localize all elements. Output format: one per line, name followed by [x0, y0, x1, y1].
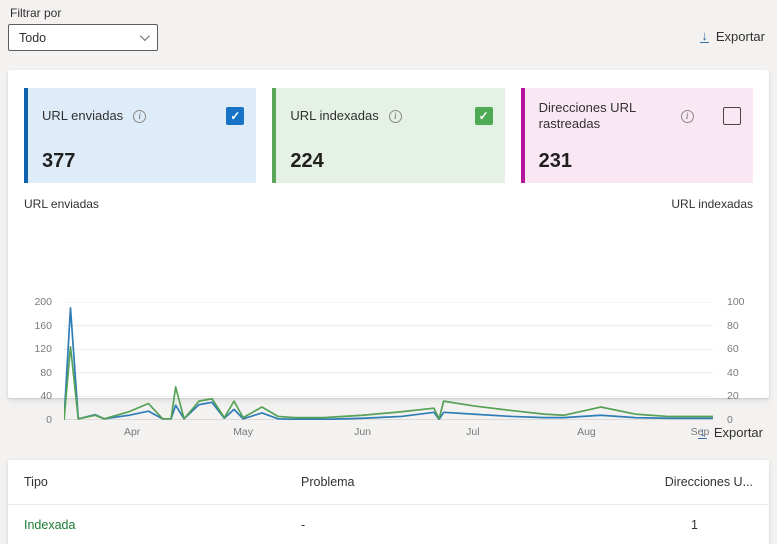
download-icon	[698, 426, 707, 439]
ytick-label: 120	[34, 343, 52, 356]
export-label: Exportar	[715, 29, 765, 44]
card-title: URL enviadas	[42, 107, 124, 123]
card-url-indexadas: URL indexadas 224	[272, 88, 505, 183]
x-axis-labels: Apr May Jun Jul Aug Sep	[64, 426, 713, 442]
card-value: 377	[42, 150, 76, 172]
filter-dropdown[interactable]: Todo	[8, 24, 158, 51]
cell-problema: -	[301, 518, 306, 532]
cell-tipo[interactable]: Indexada	[24, 518, 76, 532]
series-right	[64, 347, 713, 420]
card-value: 231	[538, 150, 573, 172]
ytick-label: 20	[727, 390, 739, 403]
line-chart: 0 40 80 120 160 200 0 20 40 60 80 100 Apr May Jun Jul…	[24, 296, 753, 452]
ytick-label: 80	[727, 319, 739, 332]
xtick-label: May	[233, 426, 254, 438]
card-value: 224	[290, 150, 324, 172]
card-direcciones-rastreadas: Direcciones URL rastreadas 231	[520, 88, 753, 183]
xtick-label: Jul	[466, 426, 480, 438]
ytick-label: 200	[34, 296, 52, 308]
ytick-label: 80	[40, 366, 52, 379]
export-button-bottom[interactable]: Exportar	[698, 425, 763, 440]
ytick-label: 160	[34, 319, 52, 332]
table-header-row: Tipo Problema Direcciones U...	[8, 460, 769, 505]
export-button-top[interactable]: Exportar	[700, 29, 765, 44]
series-left	[64, 308, 713, 420]
column-header-problema[interactable]: Problema	[301, 475, 355, 489]
column-header-direcciones[interactable]: Direcciones U...	[664, 475, 753, 489]
ytick-label: 0	[46, 414, 52, 426]
card-title: URL indexadas	[290, 107, 379, 123]
xtick-label: Jun	[354, 426, 371, 438]
card-url-enviadas: URL enviadas 377	[24, 88, 257, 183]
chart-panel: URL enviadas 377 URL indexadas 224 Direc…	[8, 70, 769, 438]
ytick-label: 100	[727, 296, 745, 308]
y-axis-left: 0 40 80 120 160 200	[24, 296, 58, 426]
cell-direcciones: 1	[691, 518, 698, 532]
ytick-label: 60	[727, 343, 739, 356]
ytick-label: 40	[40, 390, 52, 403]
xtick-label: Aug	[577, 426, 596, 438]
right-axis-title: URL indexadas	[671, 197, 753, 211]
xtick-label: Apr	[123, 426, 141, 438]
chart-plot[interactable]	[64, 302, 713, 420]
ytick-label: 40	[727, 366, 739, 379]
info-icon[interactable]	[388, 109, 402, 123]
checkbox-url-indexadas[interactable]	[474, 107, 493, 125]
filter-by-label: Filtrar por	[10, 6, 62, 20]
results-table: Tipo Problema Direcciones U... Indexada …	[8, 460, 769, 544]
card-title: Direcciones URL rastreadas	[538, 99, 636, 131]
checkbox-url-enviadas[interactable]	[226, 107, 245, 125]
download-icon	[700, 30, 709, 43]
info-icon[interactable]	[133, 109, 147, 123]
table-row[interactable]: Indexada - 1	[8, 505, 769, 544]
y-axis-right: 0 20 40 60 80 100	[719, 296, 753, 426]
export-label: Exportar	[713, 425, 763, 440]
info-icon[interactable]	[680, 109, 694, 123]
column-header-tipo[interactable]: Tipo	[24, 475, 48, 489]
chevron-down-icon	[139, 31, 150, 42]
ytick-label: 0	[727, 414, 733, 426]
checkbox-direcciones-rastreadas[interactable]	[722, 107, 741, 125]
metric-cards: URL enviadas 377 URL indexadas 224 Direc…	[8, 70, 769, 183]
filter-dropdown-value: Todo	[19, 30, 47, 45]
left-axis-title: URL enviadas	[24, 197, 99, 211]
